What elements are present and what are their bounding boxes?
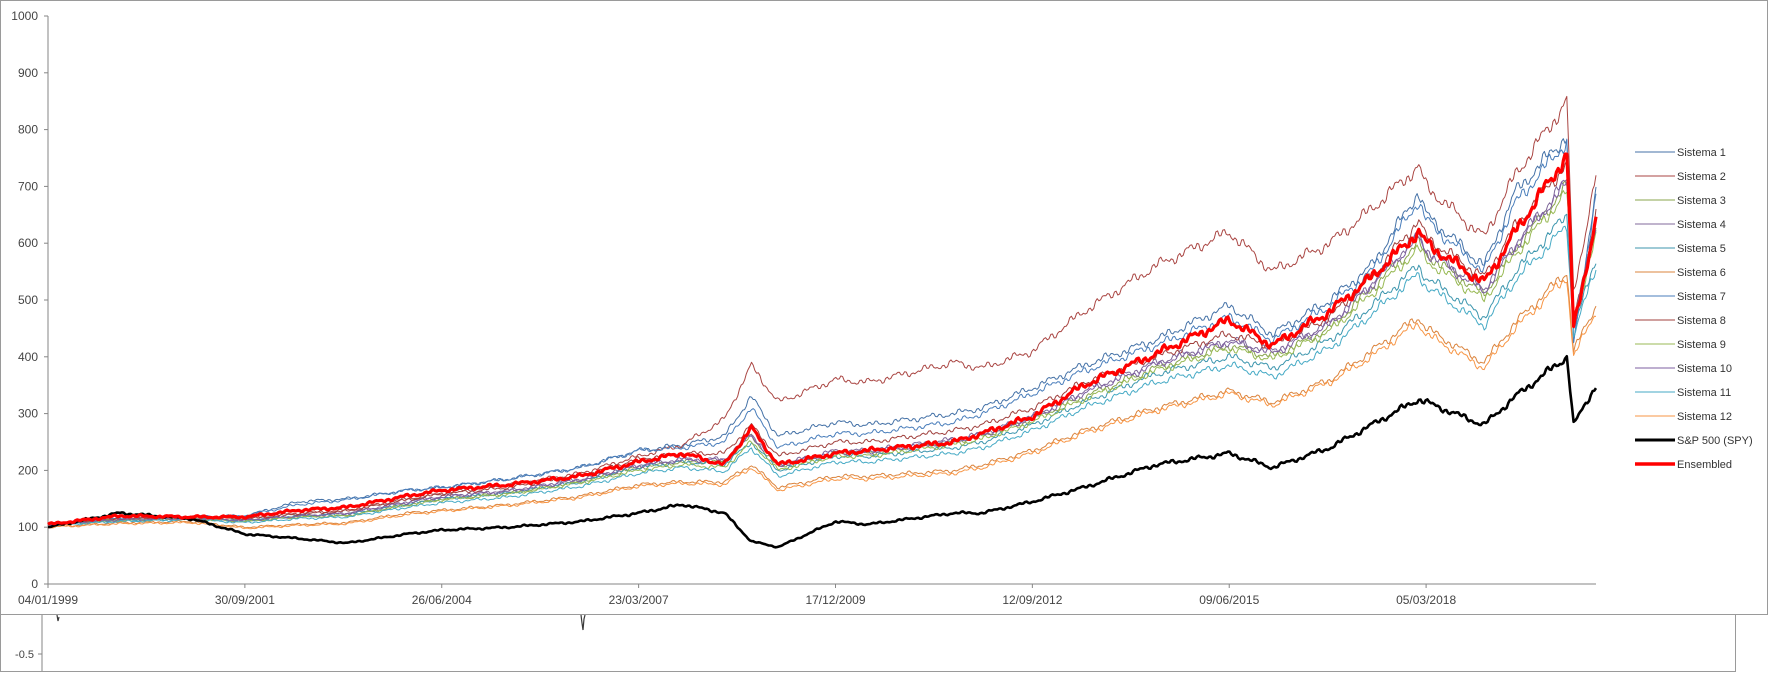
series-line-2 xyxy=(47,95,1597,525)
y-tick-label: 900 xyxy=(18,66,38,80)
series-line-7 xyxy=(47,138,1597,525)
y-tick-label: 500 xyxy=(18,293,38,307)
legend-label: Sistema 1 xyxy=(1677,147,1726,159)
legend-label: Sistema 4 xyxy=(1677,219,1726,231)
plot-lines xyxy=(47,95,1598,549)
x-tick-label: 26/06/2004 xyxy=(412,593,472,607)
legend: Sistema 1 Sistema 2 Sistema 3 Sistema 4 Sist… xyxy=(1635,147,1753,471)
x-tick-label: 04/01/1999 xyxy=(18,593,78,607)
legend-label: Sistema 12 xyxy=(1677,411,1732,423)
legend-label: Sistema 9 xyxy=(1677,339,1726,351)
legend-label: Sistema 6 xyxy=(1677,267,1726,279)
y-tick-label: 400 xyxy=(18,350,38,364)
y-tick-label: 200 xyxy=(18,463,38,477)
y-axis: 0 100 200 300 400 500 600 700 800 900 1000 xyxy=(11,9,49,591)
x-tick-label: 30/09/2001 xyxy=(215,593,275,607)
legend-label: Ensembled xyxy=(1677,459,1732,471)
legend-label: Sistema 8 xyxy=(1677,315,1726,327)
x-tick-label: 12/09/2012 xyxy=(1002,593,1062,607)
series-line-3 xyxy=(47,180,1597,526)
y-tick-label: 0 xyxy=(31,577,38,591)
x-tick-label: 23/03/2007 xyxy=(609,593,669,607)
lower-y-tick-label: -0.5 xyxy=(15,649,34,661)
x-tick-label: 17/12/2009 xyxy=(805,593,865,607)
chart-area: 0 100 200 300 400 500 600 700 800 900 1000 04/01/1… xyxy=(0,0,1768,615)
legend-label: Sistema 11 xyxy=(1677,387,1731,399)
y-tick-label: 300 xyxy=(18,407,38,421)
y-tick-label: 100 xyxy=(18,520,38,534)
series-line-6 xyxy=(47,275,1597,529)
x-axis: 04/01/1999 30/09/2001 26/06/2004 23/03/2007… xyxy=(18,583,1596,607)
y-tick-label: 600 xyxy=(18,236,38,250)
y-tick-label: 1000 xyxy=(11,9,38,23)
legend-label: Sistema 7 xyxy=(1677,291,1726,303)
series-line-1 xyxy=(47,138,1597,525)
lower-chart-area: -0.5 xyxy=(0,614,1736,672)
y-tick-label: 700 xyxy=(18,179,38,193)
legend-label: S&P 500 (SPY) xyxy=(1677,435,1753,447)
legend-label: Sistema 10 xyxy=(1677,363,1732,375)
series-line-14 xyxy=(47,152,1598,526)
series-line-9 xyxy=(47,190,1597,526)
series-line-10 xyxy=(47,181,1597,526)
legend-label: Sistema 2 xyxy=(1677,171,1726,183)
series-line-4 xyxy=(47,179,1597,526)
main-line-chart: 0 100 200 300 400 500 600 700 800 900 1000 04/01/1… xyxy=(11,9,1753,607)
lower-series-line xyxy=(56,614,586,631)
legend-label: Sistema 5 xyxy=(1677,243,1726,255)
x-tick-label: 05/03/2018 xyxy=(1396,593,1456,607)
legend-label: Sistema 3 xyxy=(1677,195,1726,207)
lower-line-chart: -0.5 xyxy=(15,614,586,671)
x-tick-label: 09/06/2015 xyxy=(1199,593,1259,607)
series-line-8 xyxy=(47,160,1597,525)
series-line-12 xyxy=(47,279,1597,530)
series-line-11 xyxy=(47,225,1597,527)
y-tick-label: 800 xyxy=(18,123,38,137)
series-line-13 xyxy=(47,355,1598,549)
